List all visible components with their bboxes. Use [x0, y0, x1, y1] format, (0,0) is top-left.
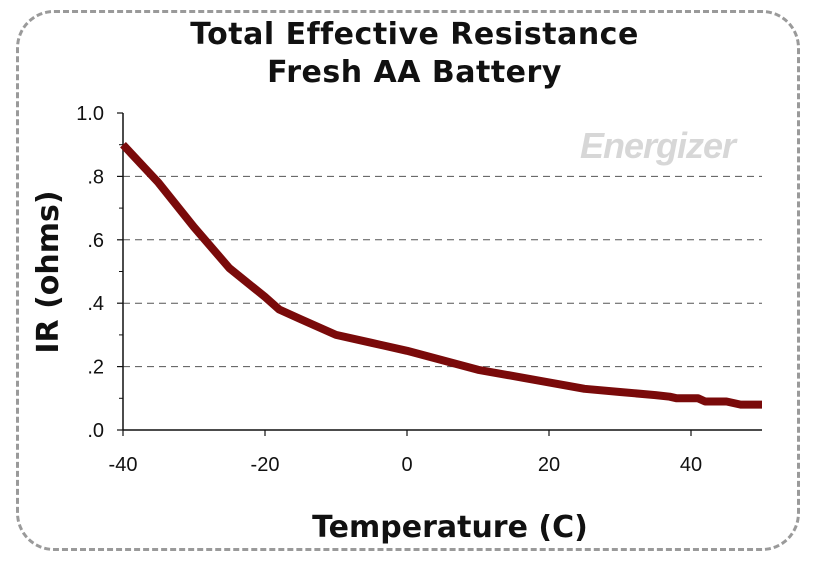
y-tick-label: .8: [87, 166, 104, 188]
x-tick-label: -20: [251, 454, 280, 476]
y-tick-label: 1.0: [76, 103, 104, 125]
energizer-watermark: Energizer: [580, 125, 738, 166]
x-tick-label: 20: [538, 454, 560, 476]
chart-subtitle: Fresh AA Battery: [267, 55, 562, 90]
y-axis-title: IR (ohms): [31, 190, 66, 353]
axis-ticks: .0 .2 .4 .6 .8 1.0 -40 -20 0 20 40: [76, 103, 702, 476]
y-tick-label: .2: [87, 357, 104, 379]
chart-frame: [16, 10, 800, 551]
y-tick-label: .0: [87, 420, 104, 442]
chart-title: Total Effective Resistance: [190, 17, 639, 52]
x-tick-label: -40: [109, 454, 138, 476]
x-axis-title: Temperature (C): [312, 510, 588, 545]
gridlines: [123, 175, 762, 368]
chart-title-block: Total Effective Resistance Fresh AA Batt…: [0, 16, 829, 92]
x-tick-label: 40: [680, 454, 702, 476]
y-tick-label: .6: [87, 230, 104, 252]
series-layer: [120, 141, 762, 409]
x-tick-label: 0: [401, 454, 412, 476]
y-tick-label: .4: [87, 293, 104, 315]
series-line: [120, 141, 762, 409]
